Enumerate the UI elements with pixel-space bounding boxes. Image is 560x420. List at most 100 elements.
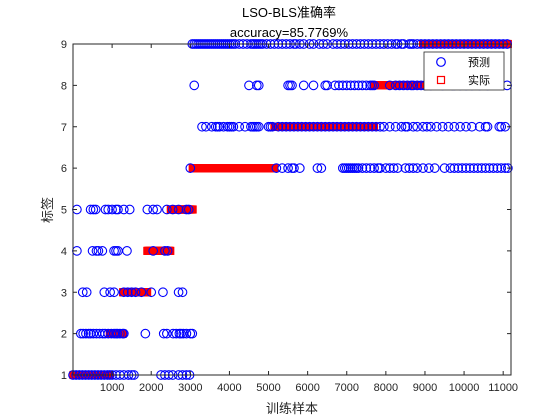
predicted-marker-y2 bbox=[158, 328, 169, 339]
predicted-marker-y6 bbox=[465, 163, 475, 173]
predicted-marker-y5 bbox=[142, 204, 153, 215]
predicted-marker-y6 bbox=[503, 163, 513, 173]
predicted-marker-y7 bbox=[474, 121, 485, 132]
x-tick-label: 9000 bbox=[413, 382, 437, 394]
predicted-marker-y8 bbox=[244, 80, 254, 91]
predicted-marker-y5 bbox=[167, 204, 178, 215]
predicted-marker-y7 bbox=[316, 121, 327, 132]
predicted-marker-y6 bbox=[294, 163, 305, 173]
predicted-marker-y8 bbox=[322, 80, 333, 91]
predicted-marker-y6 bbox=[271, 163, 282, 173]
predicted-marker-y6 bbox=[365, 163, 376, 173]
predicted-marker-y3 bbox=[105, 287, 115, 298]
predicted-marker-y5 bbox=[152, 204, 162, 215]
predicted-marker-y8 bbox=[334, 80, 344, 91]
predicted-marker-y7 bbox=[320, 121, 331, 132]
predicted-marker-y8 bbox=[398, 80, 409, 91]
predicted-marker-y6 bbox=[388, 163, 399, 173]
predicted-marker-y6 bbox=[457, 163, 467, 173]
predicted-marker-y7 bbox=[328, 121, 338, 132]
predicted-marker-y7 bbox=[336, 121, 346, 132]
predicted-marker-y5 bbox=[100, 204, 111, 215]
predicted-marker-y5 bbox=[85, 204, 96, 215]
predicted-marker-y7 bbox=[206, 121, 217, 132]
predicted-marker-y3 bbox=[99, 287, 110, 298]
predicted-marker-y8 bbox=[298, 80, 309, 91]
predicted-marker-y2 bbox=[168, 328, 178, 339]
predicted-marker-y5 bbox=[124, 204, 135, 215]
predicted-marker-y6 bbox=[361, 163, 372, 173]
predicted-marker-y4 bbox=[160, 246, 170, 256]
chart-subtitle: accuracy=85.7769% bbox=[230, 25, 349, 40]
legend-predicted-label: 预测 bbox=[468, 56, 490, 69]
predicted-marker-y7 bbox=[371, 121, 381, 132]
predicted-marker-y6 bbox=[408, 163, 419, 173]
predicted-marker-y5 bbox=[183, 204, 194, 215]
predicted-marker-y7 bbox=[375, 121, 385, 132]
predicted-marker-y8 bbox=[361, 80, 372, 91]
predicted-marker-y7 bbox=[363, 121, 374, 132]
predicted-marker-y6 bbox=[492, 163, 503, 173]
predicted-marker-y6 bbox=[312, 163, 323, 173]
predicted-marker-y7 bbox=[277, 121, 288, 132]
predicted-marker-y7 bbox=[308, 121, 319, 132]
y-tick-label: 8 bbox=[61, 80, 67, 92]
x-tick-label: 5000 bbox=[256, 382, 280, 394]
predicted-marker-y7 bbox=[201, 121, 211, 132]
predicted-marker-y3 bbox=[77, 287, 88, 298]
predicted-marker-y7 bbox=[390, 121, 401, 132]
predicted-marker-y7 bbox=[482, 121, 493, 132]
y-tick-label: 9 bbox=[61, 39, 67, 51]
predicted-marker-y5 bbox=[107, 204, 117, 215]
predicted-marker-y4 bbox=[122, 246, 132, 256]
predicted-marker-y6 bbox=[404, 163, 415, 173]
x-tick-label: 6000 bbox=[295, 382, 319, 394]
predicted-marker-y6 bbox=[472, 163, 483, 173]
predicted-marker-y7 bbox=[402, 121, 413, 132]
y-tick-label: 6 bbox=[61, 163, 67, 175]
predicted-marker-y6 bbox=[316, 163, 327, 173]
predicted-marker-y8 bbox=[345, 80, 356, 91]
predicted-marker-y2 bbox=[103, 328, 114, 339]
predicted-marker-y7 bbox=[197, 121, 207, 132]
predicted-marker-y7 bbox=[300, 121, 311, 132]
predicted-marker-y3 bbox=[118, 287, 129, 298]
actual-marker-y5 bbox=[188, 205, 197, 214]
predicted-marker-y3 bbox=[122, 287, 133, 298]
predicted-marker-y7 bbox=[293, 121, 303, 132]
y-tick-label: 7 bbox=[61, 122, 67, 134]
predicted-marker-y6 bbox=[289, 163, 299, 173]
y-tick-label: 2 bbox=[61, 329, 67, 341]
x-tick-label: 11000 bbox=[488, 382, 518, 394]
x-tick-label: 4000 bbox=[217, 382, 241, 394]
predicted-marker-y6 bbox=[384, 163, 395, 173]
predicted-marker-y8 bbox=[349, 80, 360, 91]
predicted-marker-y7 bbox=[496, 121, 507, 132]
predicted-marker-y6 bbox=[418, 163, 428, 173]
predicted-marker-y2 bbox=[140, 328, 151, 339]
predicted-marker-y6 bbox=[461, 163, 471, 173]
predicted-marker-y7 bbox=[461, 121, 471, 132]
predicted-marker-y5 bbox=[162, 204, 172, 215]
predicted-marker-y7 bbox=[228, 121, 239, 132]
predicted-marker-y7 bbox=[339, 121, 350, 132]
predicted-marker-y7 bbox=[418, 121, 428, 132]
predicted-marker-y2 bbox=[187, 328, 198, 339]
predicted-marker-y4 bbox=[97, 246, 108, 256]
predicted-marker-y7 bbox=[412, 121, 422, 132]
predicted-marker-y2 bbox=[118, 328, 129, 339]
predicted-marker-y6 bbox=[185, 163, 196, 173]
x-axis-label: 训练样本 bbox=[266, 402, 318, 417]
predicted-marker-y6 bbox=[439, 163, 450, 173]
predicted-marker-y7 bbox=[253, 121, 264, 132]
predicted-marker-y6 bbox=[484, 163, 495, 173]
predicted-marker-y7 bbox=[343, 121, 354, 132]
y-tick-label: 4 bbox=[61, 246, 67, 258]
predicted-marker-y8 bbox=[369, 80, 379, 91]
predicted-marker-y7 bbox=[431, 121, 442, 132]
predicted-marker-y5 bbox=[103, 204, 114, 215]
predicted-marker-y6 bbox=[449, 163, 460, 173]
x-tick-label: 2000 bbox=[139, 382, 163, 394]
predicted-marker-y8 bbox=[384, 80, 395, 91]
predicted-marker-y8 bbox=[353, 80, 364, 91]
